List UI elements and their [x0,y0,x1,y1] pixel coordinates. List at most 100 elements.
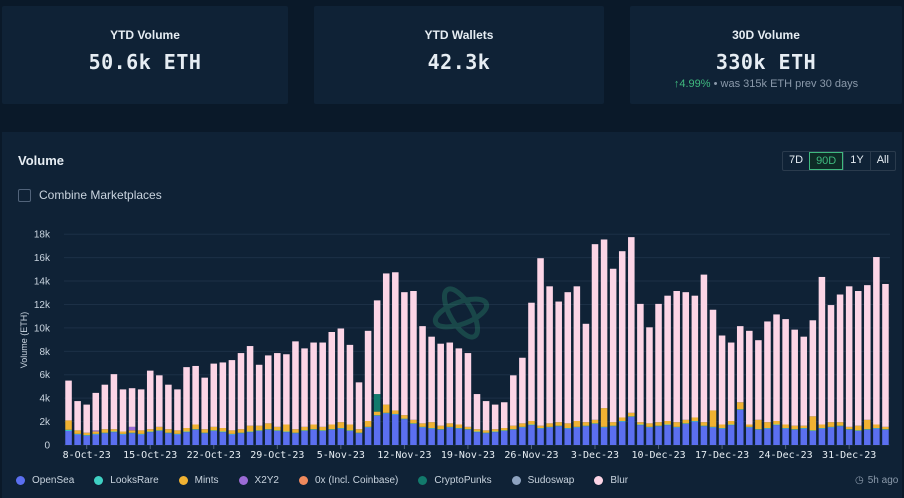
bar-stack[interactable] [700,274,708,445]
bar-stack[interactable] [156,375,163,445]
range-1y-button[interactable]: 1Y [843,152,869,170]
bar-stack[interactable] [537,258,544,445]
range-7d-button[interactable]: 7D [789,154,804,166]
bar-stack[interactable] [473,394,481,445]
bar-stack[interactable] [165,384,172,445]
bar-stack[interactable] [564,292,572,445]
legend-item[interactable]: Blur [594,475,628,486]
bar-stack[interactable] [419,326,426,445]
bar-stack[interactable] [482,401,490,445]
bar-stack[interactable] [864,285,871,445]
bar-stack[interactable] [137,389,145,445]
bar-stack[interactable] [873,257,880,445]
bar-stack[interactable] [437,343,444,445]
bar-stack[interactable] [818,276,826,445]
bar-stack[interactable] [637,303,644,445]
bar-stack[interactable] [628,237,635,445]
bar-stack[interactable] [264,355,272,445]
bar-stack[interactable] [401,292,408,445]
bar-stack[interactable] [373,300,381,445]
bar-stack[interactable] [755,340,762,445]
bar-stack[interactable] [464,353,472,445]
bar-stack[interactable] [219,362,227,445]
bar-stack[interactable] [319,342,326,445]
bar-stack[interactable] [310,342,317,445]
legend-item[interactable]: 0x (Incl. Coinbase) [299,475,398,486]
bar-stack[interactable] [274,353,281,445]
bar-stack[interactable] [119,389,127,445]
bar-stack[interactable] [146,370,154,445]
bar-stack[interactable] [192,365,199,445]
bar-stack[interactable] [92,392,100,445]
bar-stack[interactable] [328,331,336,445]
range-all-button[interactable]: All [869,152,895,170]
bar-stack[interactable] [364,330,372,445]
bar-stack[interactable] [210,363,218,445]
bar-stack[interactable] [764,321,771,445]
bar-stack[interactable] [709,309,717,445]
bar-stack[interactable] [800,336,808,445]
bar-stack[interactable] [827,305,835,445]
bar-stack[interactable] [882,283,889,445]
range-90d-button[interactable]: 90D [809,152,844,170]
bar-stack[interactable] [519,357,526,445]
bar-stack[interactable] [228,360,236,445]
bar-stack[interactable] [101,384,109,445]
bar-stack[interactable] [573,286,581,445]
bar-stack[interactable] [555,301,562,445]
bar-stack[interactable] [591,244,599,445]
bar-stack[interactable] [283,354,290,445]
bar-stack[interactable] [455,348,463,445]
bar-stack[interactable] [74,401,81,445]
bar-stack[interactable] [673,291,680,445]
bar-stack[interactable] [582,323,590,445]
bar-stack[interactable] [836,294,844,445]
bar-stack[interactable] [128,388,136,445]
bar-stack[interactable] [428,336,435,445]
combine-checkbox[interactable] [18,188,31,202]
bar-stack[interactable] [809,320,817,445]
legend-item[interactable]: LooksRare [94,475,159,486]
bar-stack[interactable] [682,292,690,445]
bar-stack[interactable] [355,382,363,445]
bar-stack[interactable] [646,327,653,445]
legend-item[interactable]: Mints [178,475,219,486]
bar-stack[interactable] [773,314,780,445]
bar-stack[interactable] [528,302,535,445]
bar-stack[interactable] [65,380,72,445]
bar-stack[interactable] [491,404,499,445]
bar-stack[interactable] [201,377,208,445]
bar-stack[interactable] [736,326,744,445]
bar-stack[interactable] [110,374,118,445]
bar-stack[interactable] [791,329,798,445]
bar-stack[interactable] [546,286,553,445]
bar-stack[interactable] [655,303,662,445]
bar-stack[interactable] [782,319,789,445]
legend-item[interactable]: X2Y2 [238,475,279,486]
bar-stack[interactable] [174,389,181,445]
bar-stack[interactable] [337,328,345,445]
bar-stack[interactable] [255,364,263,445]
bar-stack[interactable] [246,346,254,445]
bar-stack[interactable] [746,330,753,445]
bar-stack[interactable] [600,239,608,445]
bar-stack[interactable] [854,291,862,445]
bar-stack[interactable] [301,348,308,445]
combine-marketplaces-toggle[interactable]: Combine Marketplaces [18,188,162,202]
bar-stack[interactable] [618,251,626,445]
bar-stack[interactable] [727,342,735,445]
bar-stack[interactable] [664,295,671,445]
legend-item[interactable]: OpenSea [16,475,74,486]
bar-stack[interactable] [609,268,617,445]
bar-stack[interactable] [183,367,190,445]
bar-stack[interactable] [500,402,508,445]
bar-stack[interactable] [392,272,399,445]
bar-stack[interactable] [845,286,853,445]
bar-stack[interactable] [292,341,299,445]
bar-stack[interactable] [446,342,454,445]
bar-stack[interactable] [382,273,390,445]
legend-item[interactable]: CryptoPunks [418,475,492,486]
bar-stack[interactable] [83,404,90,445]
bar-stack[interactable] [346,344,354,445]
bar-stack[interactable] [718,335,726,445]
